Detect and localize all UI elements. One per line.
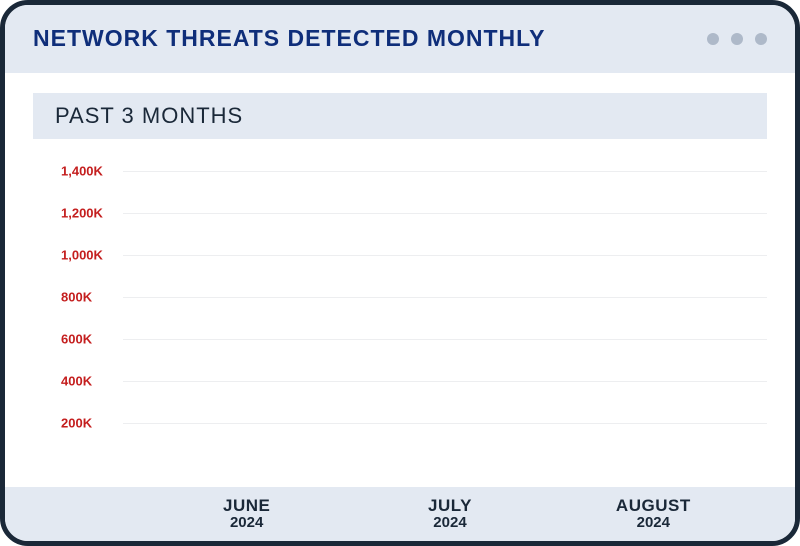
x-axis-year: 2024 (145, 515, 348, 531)
y-axis-tick-label: 400K (61, 373, 121, 388)
x-axis-month: AUGUST (552, 497, 755, 515)
gridline (123, 255, 767, 256)
x-axis-tick-label: JULY2024 (348, 497, 551, 531)
y-axis-tick-label: 800K (61, 289, 121, 304)
gridline (123, 297, 767, 298)
gridline (123, 381, 767, 382)
card-content: PAST 3 MONTHS 1,400K 1,200K 1,000K 800K 600K… (5, 73, 795, 487)
dashboard-card: NETWORK THREATS DETECTED MONTHLY PAST 3 … (0, 0, 800, 546)
x-axis-tick-label: AUGUST2024 (552, 497, 755, 531)
subheader-bar: PAST 3 MONTHS (33, 93, 767, 139)
x-axis-year: 2024 (552, 515, 755, 531)
gridline (123, 339, 767, 340)
window-dot-icon[interactable] (755, 33, 767, 45)
subheader-text: PAST 3 MONTHS (55, 103, 243, 129)
y-axis-tick-label: 200K (61, 415, 121, 430)
y-axis-tick-label: 1,000K (61, 247, 121, 262)
x-axis-labels: JUNE2024JULY2024AUGUST2024 (5, 497, 795, 531)
gridline (123, 423, 767, 424)
x-axis-month: JUNE (145, 497, 348, 515)
card-header: NETWORK THREATS DETECTED MONTHLY (5, 5, 795, 73)
y-axis-tick-label: 600K (61, 331, 121, 346)
window-dot-icon[interactable] (707, 33, 719, 45)
y-axis-tick-label: 1,400K (61, 163, 121, 178)
window-dot-icon[interactable] (731, 33, 743, 45)
gridline (123, 171, 767, 172)
x-axis-month: JULY (348, 497, 551, 515)
x-axis-year: 2024 (348, 515, 551, 531)
x-axis-tick-label: JUNE2024 (145, 497, 348, 531)
x-axis-footer: JUNE2024JULY2024AUGUST2024 (5, 487, 795, 541)
y-axis-tick-label: 1,200K (61, 205, 121, 220)
gridline (123, 213, 767, 214)
chart-plot-area: 1,400K 1,200K 1,000K 800K 600K 400K 200K (33, 157, 767, 487)
window-dots (707, 33, 767, 45)
card-title: NETWORK THREATS DETECTED MONTHLY (33, 25, 545, 52)
